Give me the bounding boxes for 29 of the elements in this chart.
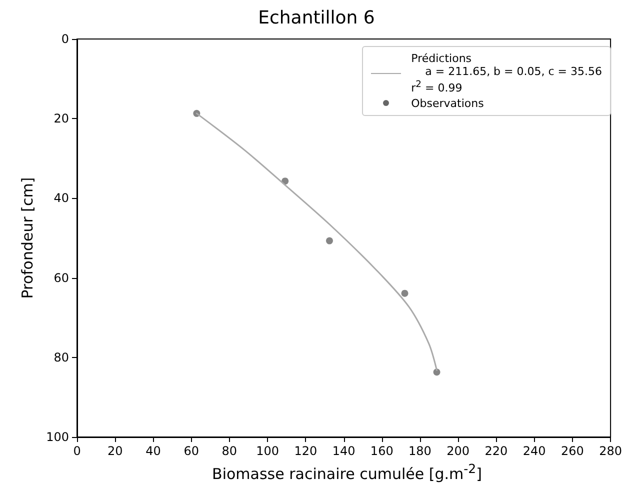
point	[433, 368, 440, 376]
y-tick-label: 60	[54, 270, 69, 285]
x-tick-label: 220	[484, 444, 508, 458]
x-tick-label: 260	[560, 444, 584, 458]
x-tick-label: 140	[332, 444, 356, 458]
x-tick-label: 40	[146, 444, 161, 458]
y-tick-label: 80	[54, 350, 69, 364]
x-tick-label: 20	[107, 444, 123, 458]
y-axis-title: Profondeur [cm]	[18, 177, 36, 299]
x-tick-label: 200	[446, 444, 470, 458]
x-tick-label: 120	[294, 444, 318, 458]
x-tick-label: 240	[522, 444, 546, 458]
y-tick-label: 40	[54, 191, 69, 206]
x-tick-label: 80	[222, 444, 238, 458]
y-tick-label: 20	[54, 112, 69, 126]
legend-label: Prédictions a = 211.65, b = 0.05, c = 35.56 r$^{2}$ = 0.99	[411, 52, 602, 95]
legend-label: Observations	[411, 96, 484, 110]
x-axis-title: Biomasse racinaire cumulée [g.m$^{-2}$]	[211, 461, 483, 483]
x-tick-label: 100	[256, 444, 280, 458]
y-tick-label: 100	[46, 430, 69, 444]
x-tick-label: 0	[73, 444, 81, 458]
chart-title: Echantillon 6	[258, 8, 375, 28]
x-tick-label: 180	[408, 444, 432, 458]
x-tick-label: 280	[599, 444, 622, 458]
point	[326, 237, 333, 244]
point	[401, 290, 408, 297]
x-tick-label: 60	[184, 444, 199, 458]
x-tick-label: 160	[370, 444, 394, 458]
y-tick-label: 0	[61, 32, 69, 46]
